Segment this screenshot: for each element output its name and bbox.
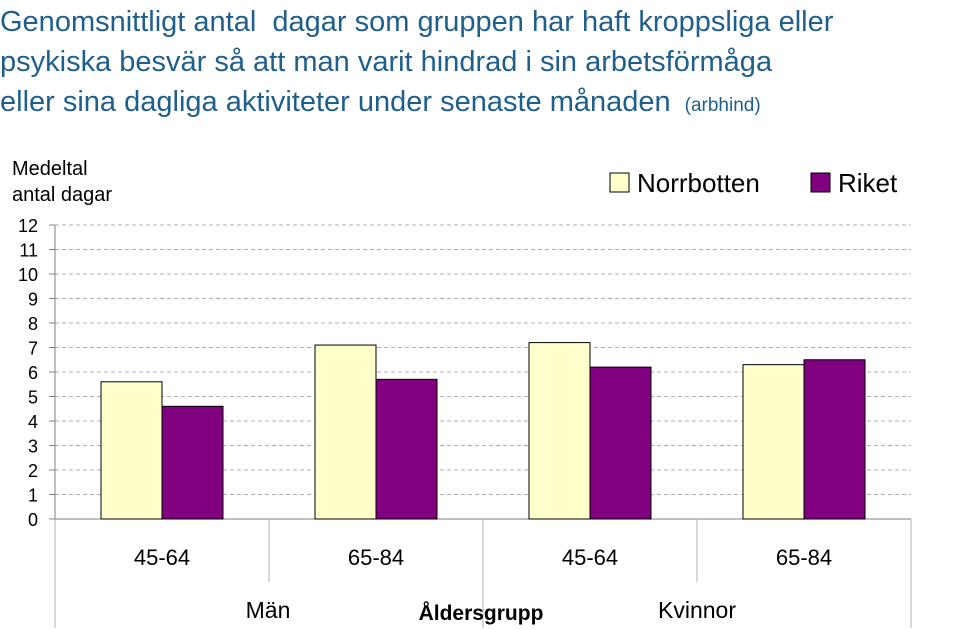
bar-riket-2 (589, 366, 652, 520)
chart-title-suffix: (arbhind) (684, 95, 761, 116)
bar-riket-1 (375, 378, 438, 520)
chart-title-line-2: psykiska besvär så att man varit hindrad… (0, 46, 773, 78)
y-tick-label: 4 (28, 412, 38, 432)
bar-riket-0 (161, 405, 224, 520)
x-tick-label: 45-64 (134, 545, 190, 570)
x-tick-label: 45-64 (562, 545, 618, 570)
y-tick-label: 10 (18, 265, 38, 285)
legend-label-norrbotten: Norrbotten (637, 168, 760, 198)
bar-riket-3 (803, 359, 866, 520)
chart-title-line-1: Genomsnittligt antal dagar som gruppen h… (0, 6, 834, 38)
chart-title: Genomsnittligt antal dagar som gruppen h… (0, 2, 960, 126)
legend-swatch-riket (810, 172, 831, 193)
x-tick-label: 65-84 (776, 545, 832, 570)
legend-swatch-norrbotten (609, 172, 630, 193)
x-tick-label: 65-84 (348, 545, 404, 570)
bar-norrbotten-1 (314, 344, 377, 520)
chart-title-line-3: eller sina dagliga aktiviteter under sen… (0, 82, 960, 126)
group-label: Kvinnor (658, 597, 736, 623)
bar-norrbotten-0 (100, 381, 163, 520)
y-tick-label: 2 (28, 461, 38, 481)
legend: Norrbotten Riket (609, 168, 898, 198)
y-tick-label: 0 (28, 510, 38, 530)
bar-norrbotten-3 (742, 364, 805, 520)
legend-label-riket: Riket (838, 168, 898, 198)
y-tick-label: 12 (18, 216, 38, 236)
y-tick-label: 1 (28, 486, 38, 506)
y-axis-title-line: Medeltal (12, 158, 88, 180)
y-tick-label: 7 (28, 339, 38, 359)
y-tick-label: 5 (28, 388, 38, 408)
y-axis-title-line: antal dagar (12, 184, 112, 206)
group-label: Män (246, 597, 291, 623)
y-tick-label: 9 (28, 290, 38, 310)
bars (100, 342, 866, 520)
chart-title-line-3-text: eller sina dagliga aktiviteter under sen… (0, 86, 671, 118)
x-axis-title: Åldersgrupp (419, 601, 544, 625)
y-tick-label: 11 (19, 241, 38, 261)
bar-norrbotten-2 (528, 342, 591, 520)
y-tick-label: 8 (28, 314, 38, 334)
y-tick-label: 6 (28, 363, 38, 383)
y-tick-label: 3 (28, 437, 38, 457)
